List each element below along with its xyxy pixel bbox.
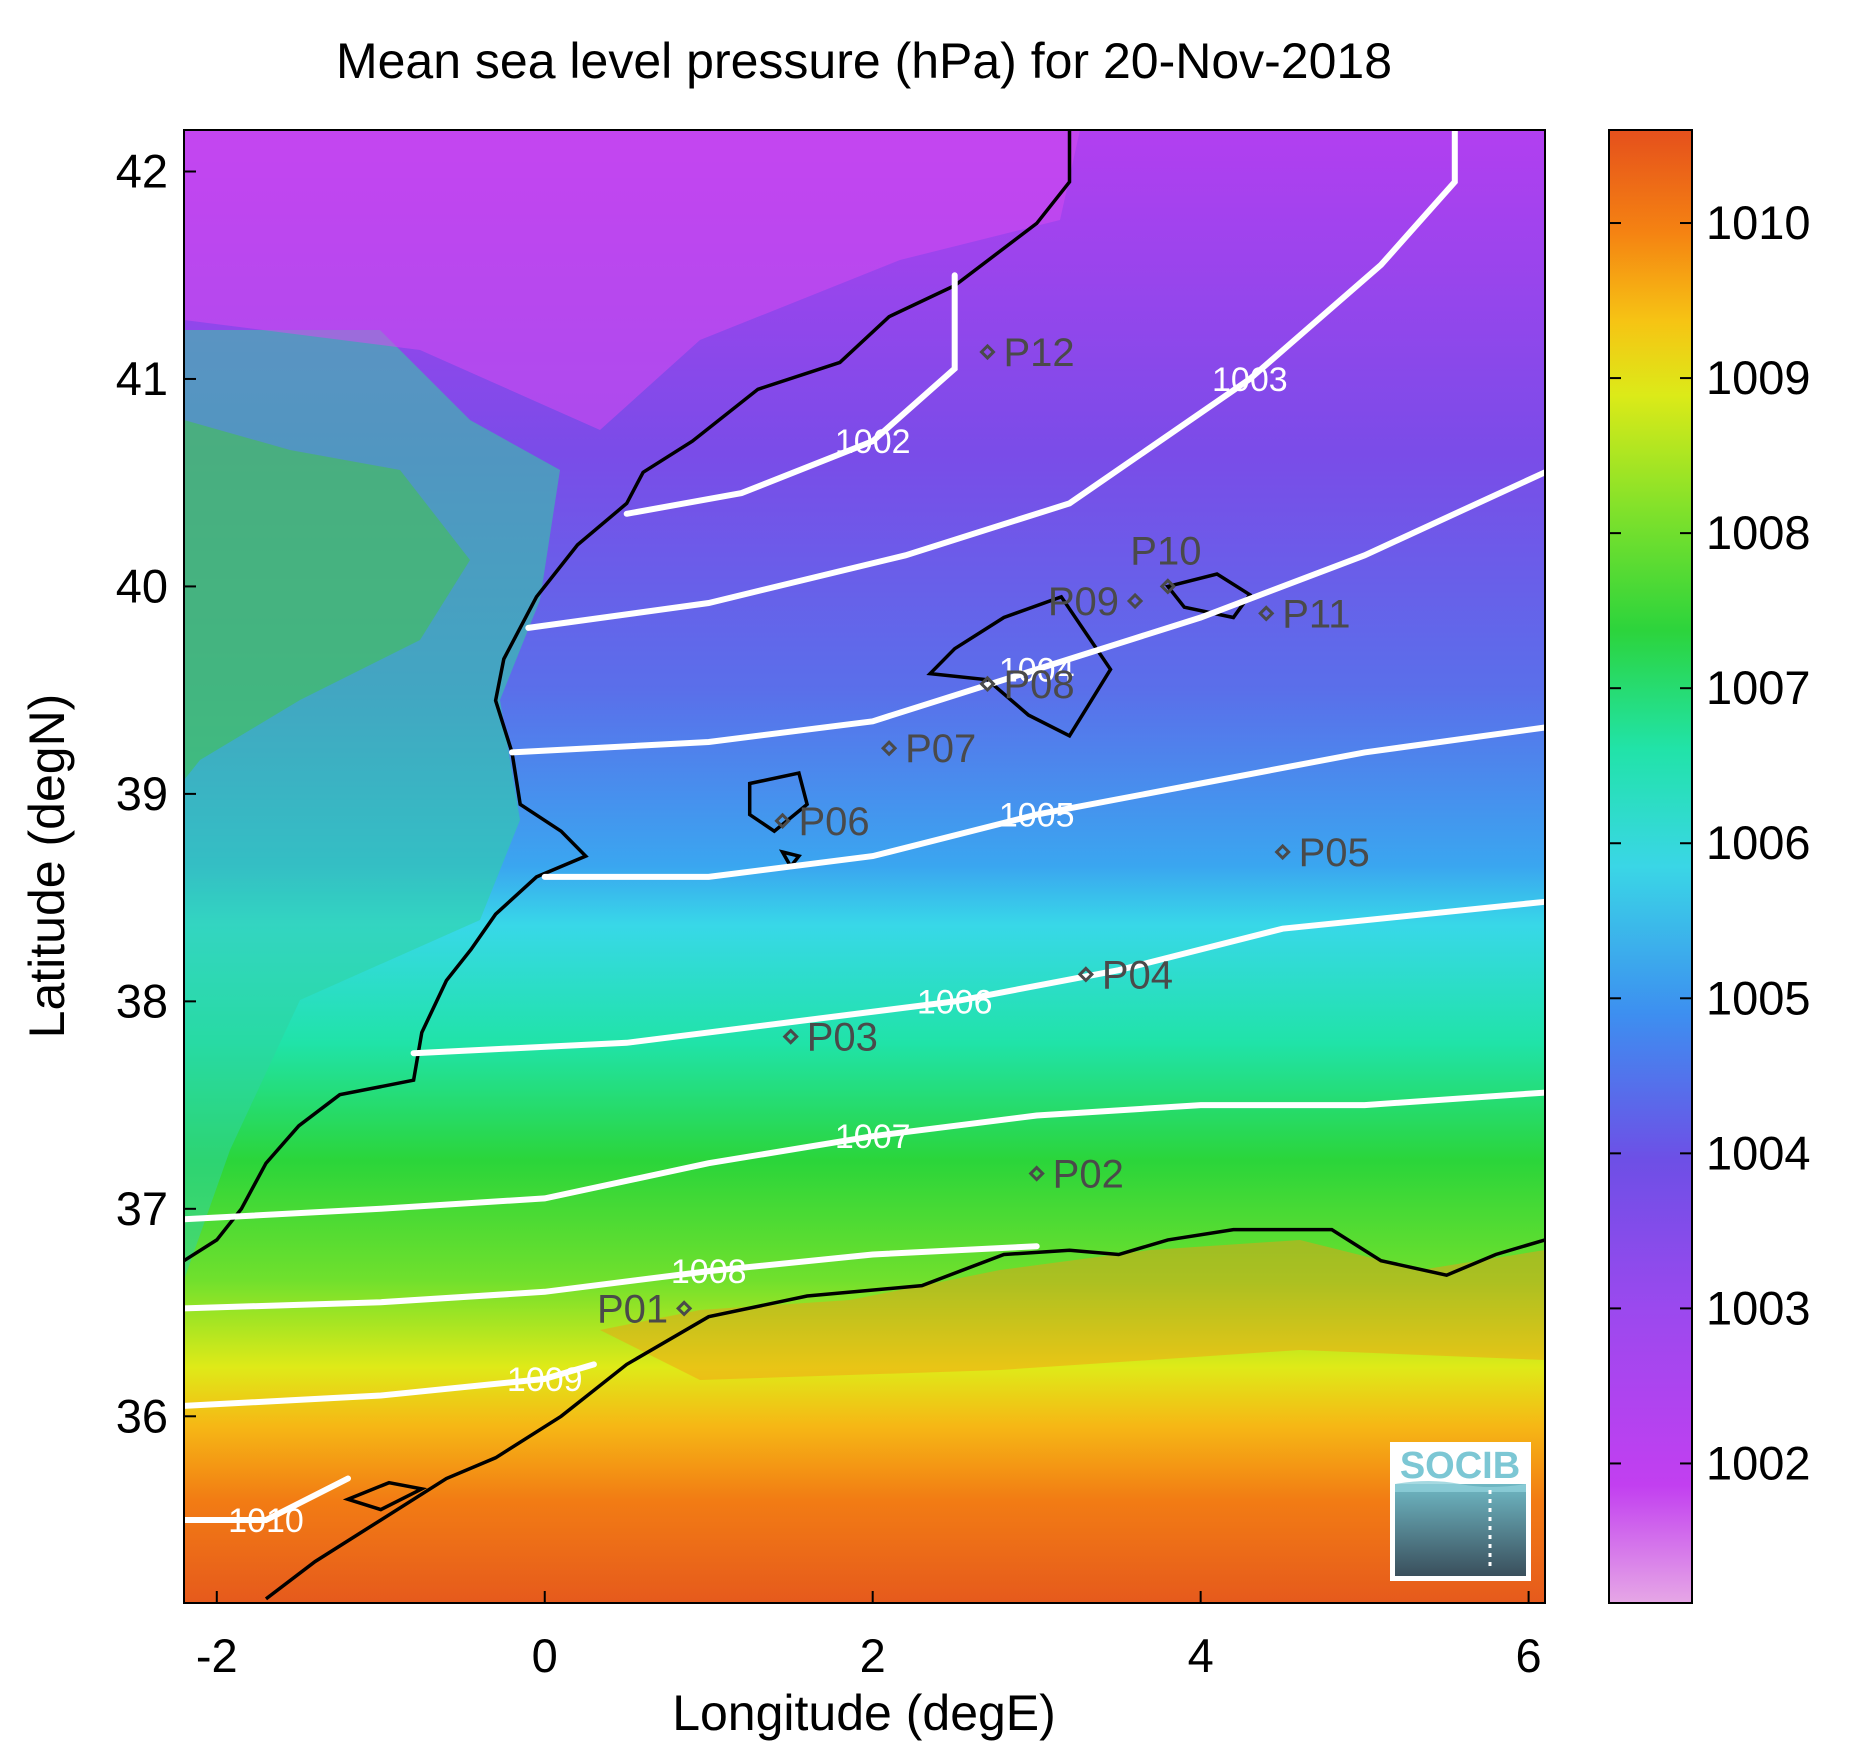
- station-marker: [676, 1300, 693, 1317]
- isobar-label: 1010: [228, 1502, 304, 1540]
- station-label: P01: [597, 1287, 668, 1331]
- y-tick-label: 40: [116, 559, 168, 612]
- y-tick-label: 39: [116, 767, 168, 820]
- coastline: [926, 594, 1113, 739]
- isobar-line: [181, 1243, 1040, 1312]
- plot-frame: [183, 129, 1546, 1604]
- isobar-label: 1008: [671, 1253, 747, 1291]
- colorbar-tick-label: 1005: [1706, 971, 1811, 1024]
- station-marker: [1028, 1165, 1045, 1182]
- isobar-line: [181, 1475, 351, 1523]
- isobar-label: 1003: [1212, 361, 1288, 399]
- station-label: P10: [1130, 529, 1201, 573]
- station-marker: [1258, 605, 1275, 622]
- y-axis-ticks: 36 37 38 39 40 41 42: [116, 144, 196, 1442]
- isobar-label: 1007: [835, 1118, 911, 1156]
- y-tick-label: 41: [116, 352, 168, 405]
- station-label: P06: [799, 800, 870, 844]
- logo-text: SOCIB: [1400, 1445, 1520, 1487]
- station-label: P07: [905, 727, 976, 771]
- x-tick-label: 6: [1516, 1629, 1542, 1682]
- station-label: P09: [1048, 580, 1119, 624]
- x-tick-label: 2: [860, 1629, 886, 1682]
- isobar-line: [410, 898, 1548, 1057]
- colorbar-tick-label: 1003: [1706, 1281, 1811, 1334]
- coastline: [183, 130, 1072, 1263]
- colorbar-tick-label: 1007: [1706, 661, 1811, 714]
- socib-logo: SOCIB: [1390, 1442, 1531, 1581]
- colorbar-tick-label: 1004: [1706, 1126, 1811, 1179]
- colorbar-gradient: [1608, 129, 1693, 1604]
- colorbar-tick-label: 1002: [1706, 1436, 1811, 1489]
- colorbar-tick-label: 1009: [1706, 351, 1811, 404]
- station-label: P12: [1003, 331, 1074, 375]
- isobar-label: 1006: [917, 983, 993, 1021]
- y-tick-label: 38: [116, 974, 168, 1027]
- land-pyrenees-shading: [184, 130, 1080, 430]
- plot-area: 1002 1003 1004 1005 1006 1007 1008 1009 1010 P01…: [116, 127, 1548, 1682]
- colorbar-tick-label: 1006: [1706, 816, 1811, 869]
- isobar-line: [541, 724, 1548, 880]
- station-marker: [880, 740, 898, 757]
- station-label: P11: [1282, 592, 1350, 636]
- station-marker: [1077, 966, 1094, 983]
- station-marker: [774, 812, 791, 829]
- y-tick-label: 36: [116, 1389, 168, 1442]
- land-africa-shading: [600, 1240, 1545, 1380]
- x-tick-label: -2: [196, 1629, 238, 1682]
- station-label: P04: [1102, 953, 1173, 997]
- isobar-line: [509, 469, 1548, 756]
- station-marker: [1159, 578, 1176, 595]
- y-tick-label: 37: [116, 1182, 168, 1235]
- station-marker: [979, 343, 996, 361]
- station-marker: [1126, 592, 1144, 610]
- station-label: P08: [1003, 663, 1074, 707]
- colorbar-tick-label: 1010: [1706, 196, 1811, 249]
- coastline: [1164, 572, 1253, 620]
- isobar-label: 1004: [999, 651, 1075, 689]
- colorbar-tick-label: 1008: [1706, 506, 1811, 559]
- x-tick-label: 0: [532, 1629, 558, 1682]
- coastline: [342, 1480, 428, 1512]
- isobars: 1002 1003 1004 1005 1006 1007 1008 1009 1010: [181, 127, 1548, 1540]
- isobar-line: [181, 1089, 1548, 1223]
- x-axis-ticks: -2 0 2 4 6: [196, 1591, 1542, 1682]
- station-label: P03: [807, 1016, 878, 1060]
- station-label: P05: [1299, 831, 1370, 875]
- isobar-line: [623, 272, 958, 517]
- colorbar-ticks: 1002 1003 1004 1005 1006 1007 1008 1009 1010: [1609, 196, 1811, 1489]
- map-title: Mean sea level pressure (hPa) for 20-Nov…: [336, 33, 1392, 89]
- y-tick-label: 42: [116, 144, 168, 197]
- coastline: [264, 1227, 1546, 1601]
- isobar-label: 1009: [507, 1361, 583, 1399]
- isobar-line: [181, 1361, 597, 1409]
- station-marker: [1274, 843, 1291, 861]
- x-axis-label: Longitude (degE): [672, 1685, 1056, 1741]
- isobar-label: 1005: [999, 797, 1075, 835]
- isobar-label: 1002: [835, 423, 911, 461]
- coastline: [778, 849, 802, 870]
- station-marker: [979, 675, 996, 693]
- station-label: P02: [1053, 1153, 1124, 1197]
- coastlines: [183, 130, 1546, 1601]
- land-iberia-highlands: [184, 420, 470, 780]
- coastline: [747, 771, 810, 834]
- isobar-line: [525, 127, 1458, 631]
- station-marker: [782, 1028, 799, 1045]
- x-tick-label: 4: [1188, 1629, 1214, 1682]
- colorbar: 1002 1003 1004 1005 1006 1007 1008 1009 1010: [1608, 129, 1811, 1604]
- y-axis-label: Latitude (degN): [19, 694, 75, 1039]
